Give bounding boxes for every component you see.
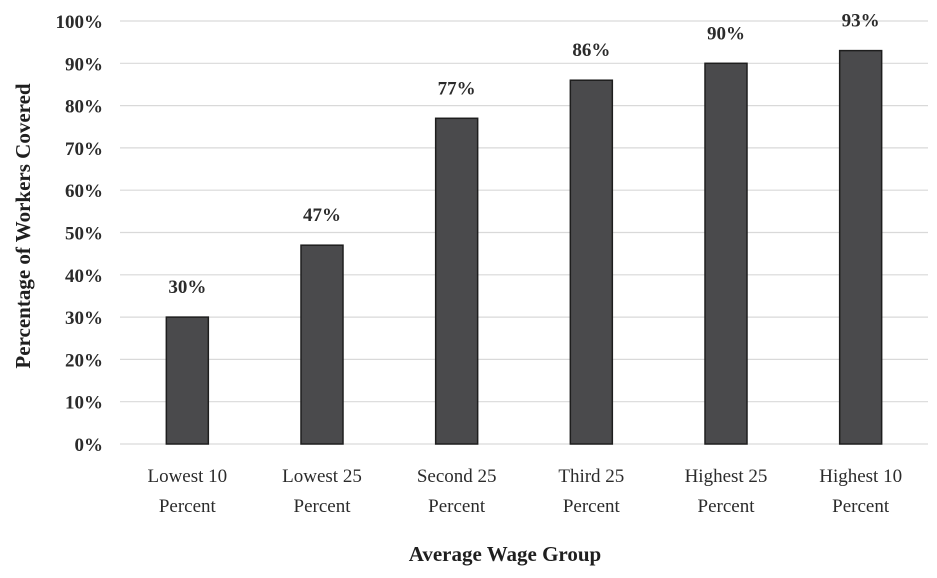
data-label: 86% bbox=[572, 40, 610, 61]
x-axis-categories: Lowest 10 Percent Lowest 25 Percent Second 2… bbox=[147, 466, 902, 517]
y-tick-label: 80% bbox=[65, 97, 103, 118]
y-axis-title: Percentage of Workers Covered bbox=[11, 83, 35, 368]
x-axis-title: Average Wage Group bbox=[409, 542, 602, 566]
bars bbox=[165, 49, 883, 445]
bar bbox=[838, 49, 883, 445]
bar bbox=[704, 62, 748, 445]
y-tick-label: 10% bbox=[65, 393, 103, 414]
y-tick-label: 100% bbox=[56, 12, 104, 33]
data-label: 93% bbox=[842, 11, 880, 32]
bar bbox=[165, 316, 210, 445]
y-tick-label: 60% bbox=[65, 181, 103, 202]
y-tick-label: 20% bbox=[65, 350, 103, 371]
bar bbox=[300, 244, 344, 445]
y-axis-ticks: 0% 10% 20% 30% 40% 50% 60% 70% 80% 90% 100% bbox=[56, 12, 104, 456]
bar bbox=[434, 117, 479, 445]
data-label: 47% bbox=[303, 205, 341, 226]
data-label: 90% bbox=[707, 23, 745, 44]
y-tick-label: 30% bbox=[65, 308, 103, 329]
x-category-label: Highest 10 Percent bbox=[819, 466, 902, 517]
x-category-label: Highest 25 Percent bbox=[685, 466, 768, 517]
data-label: 77% bbox=[438, 78, 476, 99]
y-tick-label: 50% bbox=[65, 224, 103, 245]
x-category-label: Third 25 Percent bbox=[558, 466, 624, 517]
y-tick-label: 40% bbox=[65, 266, 103, 287]
x-category-label: Second 25 Percent bbox=[417, 466, 497, 517]
x-category-label: Lowest 25 Percent bbox=[282, 466, 362, 517]
y-tick-label: 0% bbox=[75, 435, 104, 456]
x-category-label: Lowest 10 Percent bbox=[147, 466, 227, 517]
data-label: 30% bbox=[168, 277, 206, 298]
data-labels: 30% 47% 77% 86% 90% 93% bbox=[168, 11, 879, 298]
y-tick-label: 90% bbox=[65, 54, 103, 75]
gridlines bbox=[120, 20, 928, 445]
bar bbox=[569, 79, 614, 445]
y-tick-label: 70% bbox=[65, 139, 103, 160]
